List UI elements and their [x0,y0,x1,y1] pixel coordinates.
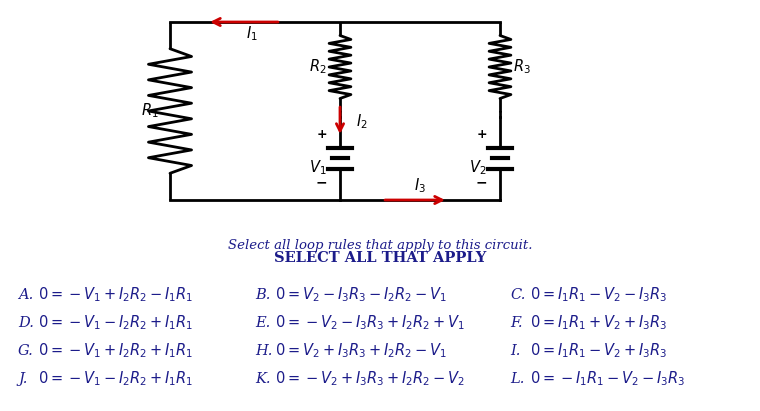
Text: $I_3$: $I_3$ [414,177,426,195]
Text: $I_2$: $I_2$ [356,113,368,132]
Text: B.: B. [255,288,271,302]
Text: $0 = I_1R_1 - V_2 - I_3R_3$: $0 = I_1R_1 - V_2 - I_3R_3$ [530,286,667,305]
Text: $0 = -V_1 + I_2R_2 - I_1R_1$: $0 = -V_1 + I_2R_2 - I_1R_1$ [38,286,194,305]
Text: $0 = I_1R_1 - V_2 + I_3R_3$: $0 = I_1R_1 - V_2 + I_3R_3$ [530,342,667,360]
Text: $0 = -V_1 - I_2R_2 + I_1R_1$: $0 = -V_1 - I_2R_2 + I_1R_1$ [38,314,194,332]
Text: $0 = -I_1R_1 - V_2 - I_3R_3$: $0 = -I_1R_1 - V_2 - I_3R_3$ [530,369,686,388]
Text: A.: A. [18,288,33,302]
Text: $0 = I_1R_1 + V_2 + I_3R_3$: $0 = I_1R_1 + V_2 + I_3R_3$ [530,314,667,332]
Text: C.: C. [510,288,525,302]
Text: J.: J. [18,372,27,386]
Text: D.: D. [18,316,34,330]
Text: +: + [477,128,487,141]
Text: Select all loop rules that apply to this circuit.: Select all loop rules that apply to this… [228,238,532,252]
Text: L.: L. [510,372,524,386]
Text: −: − [476,175,488,189]
Text: I.: I. [510,344,521,358]
Text: E.: E. [255,316,271,330]
Text: H.: H. [255,344,272,358]
Text: $0 = -V_1 + I_2R_2 + I_1R_1$: $0 = -V_1 + I_2R_2 + I_1R_1$ [38,342,194,360]
Text: $I_1$: $I_1$ [246,25,258,43]
Text: −: − [316,175,328,189]
Text: $R_2$: $R_2$ [309,58,327,76]
Text: $0 = -V_2 - I_3R_3 + I_2R_2 + V_1$: $0 = -V_2 - I_3R_3 + I_2R_2 + V_1$ [275,314,465,332]
Text: F.: F. [510,316,523,330]
Text: $R_1$: $R_1$ [141,102,159,120]
Text: $R_3$: $R_3$ [513,58,531,76]
Text: $V_2$: $V_2$ [470,159,486,178]
Text: $V_1$: $V_1$ [309,159,327,178]
Text: $0 = -V_1 - I_2R_2 + I_1R_1$: $0 = -V_1 - I_2R_2 + I_1R_1$ [38,369,194,388]
Text: SELECT ALL THAT APPLY: SELECT ALL THAT APPLY [274,251,486,265]
Text: $0 = V_2 - I_3R_3 - I_2R_2 - V_1$: $0 = V_2 - I_3R_3 - I_2R_2 - V_1$ [275,286,448,305]
Text: +: + [316,128,327,141]
Text: G.: G. [18,344,33,358]
Text: K.: K. [255,372,271,386]
Text: $0 = V_2 + I_3R_3 + I_2R_2 - V_1$: $0 = V_2 + I_3R_3 + I_2R_2 - V_1$ [275,342,448,360]
Text: $0 = -V_2 + I_3R_3 + I_2R_2 - V_2$: $0 = -V_2 + I_3R_3 + I_2R_2 - V_2$ [275,369,465,388]
